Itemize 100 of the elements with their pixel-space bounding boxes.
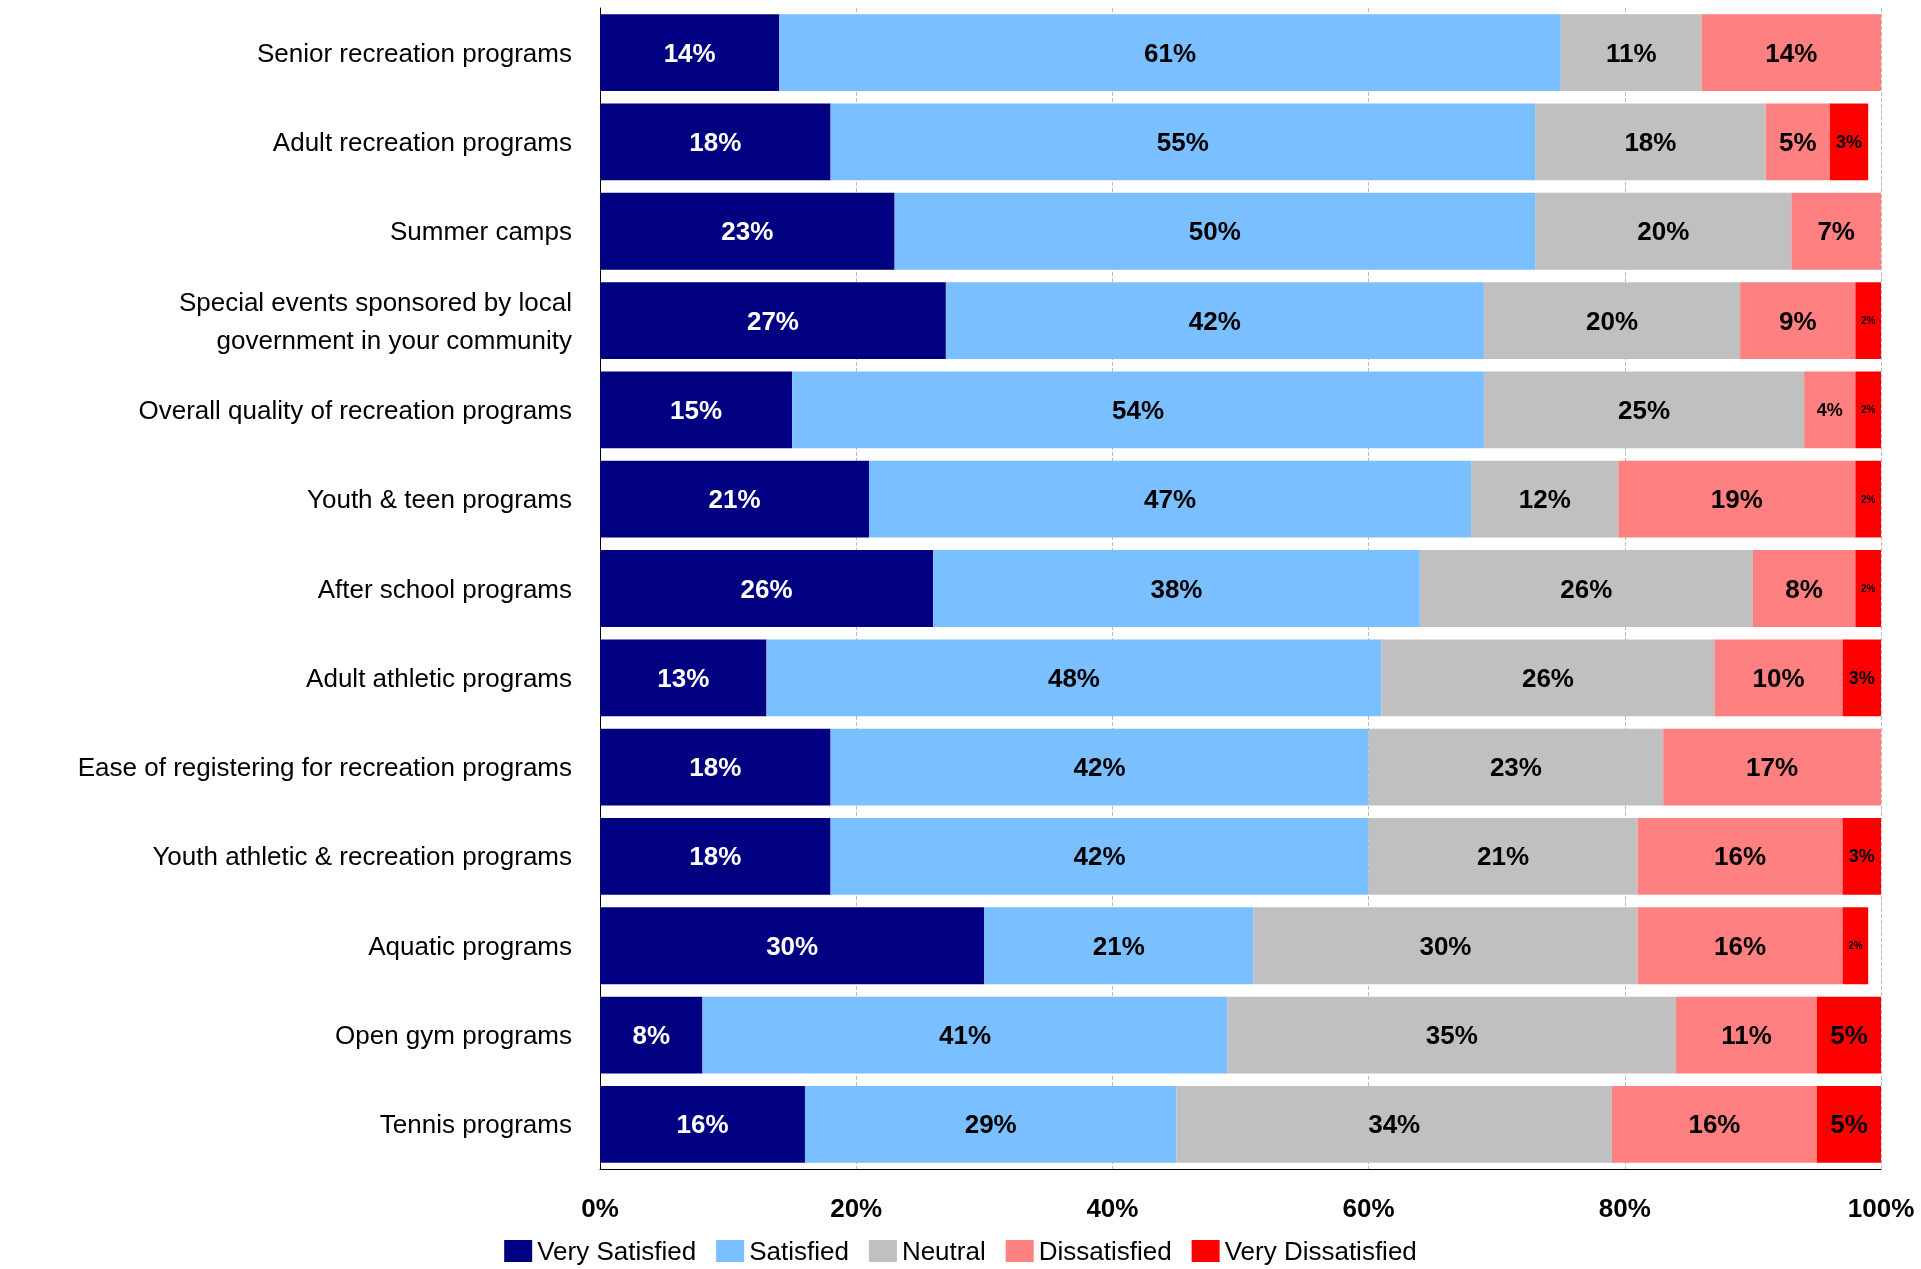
data-label: 2%	[1860, 315, 1876, 327]
data-label: 61%	[1144, 37, 1197, 68]
bar	[1804, 371, 1856, 449]
data-label: 5%	[1830, 1109, 1868, 1140]
bar	[600, 371, 793, 449]
data-label: 18%	[689, 126, 742, 157]
bar	[1676, 996, 1817, 1074]
data-label: 38%	[1150, 573, 1203, 604]
x-tick-label: 40%	[1086, 1193, 1139, 1223]
y-tick-label: Youth athletic & recreation programs	[152, 841, 572, 872]
data-label: 21%	[1092, 930, 1145, 961]
data-label: 3%	[1848, 667, 1875, 688]
data-label: 11%	[1721, 1020, 1772, 1051]
bar	[600, 728, 831, 806]
data-label: 25%	[1617, 394, 1671, 425]
x-tick-label: 60%	[1342, 1193, 1395, 1223]
data-label: 18%	[689, 841, 742, 872]
x-tick-label: 80%	[1598, 1193, 1651, 1223]
y-tick-label: Ease of registering for recreation programs	[77, 752, 572, 783]
data-label: 27%	[746, 305, 799, 336]
data-label: 3%	[1835, 131, 1862, 152]
bar	[1535, 103, 1766, 181]
bar	[600, 14, 780, 92]
y-tick-label: Aquatic programs	[368, 930, 572, 961]
data-label: 8%	[1785, 573, 1823, 604]
bar	[600, 103, 831, 181]
y-tick-label: Summer camps	[389, 216, 572, 247]
data-label: 13%	[657, 662, 710, 693]
data-label: 26%	[1560, 573, 1613, 604]
data-label: 42%	[1188, 305, 1241, 336]
bar	[1855, 550, 1881, 627]
bar	[830, 818, 1369, 895]
data-label: 8%	[632, 1020, 671, 1051]
data-label: 3%	[1848, 846, 1875, 867]
x-tick-label: 0%	[581, 1193, 619, 1223]
bar	[1842, 907, 1869, 985]
bar	[1855, 282, 1881, 359]
y-tick-label: Special events sponsored by local government in your community	[178, 286, 572, 355]
y-tick-label: Adult athletic programs	[306, 662, 572, 693]
data-label: 7%	[1817, 216, 1855, 247]
data-label: 18%	[1624, 126, 1677, 157]
bar	[1701, 14, 1881, 92]
x-tick-label: 100%	[1847, 1193, 1915, 1223]
bar	[804, 1085, 1177, 1163]
data-label: 5%	[1830, 1020, 1868, 1051]
bar	[600, 907, 985, 985]
bar	[600, 282, 946, 359]
bar	[1765, 103, 1830, 181]
bar	[830, 103, 1536, 181]
bar	[945, 282, 1484, 359]
data-label: 5%	[1778, 126, 1817, 157]
data-label: 20%	[1637, 216, 1690, 247]
data-label: 29%	[964, 1109, 1017, 1140]
data-label: 17%	[1746, 752, 1799, 783]
y-tick-label: Open gym programs	[335, 1020, 572, 1051]
data-label: 34%	[1368, 1109, 1421, 1140]
bar	[779, 14, 1561, 92]
data-label: 16%	[1688, 1109, 1741, 1140]
bar	[933, 550, 1420, 627]
data-label: 10%	[1752, 662, 1805, 693]
bar	[1471, 460, 1619, 538]
data-label: 2%	[1860, 493, 1876, 505]
legend-label: Dissatisfied	[1038, 1236, 1172, 1266]
data-label: 16%	[1714, 841, 1767, 872]
bar	[1611, 1085, 1817, 1163]
data-label: 4%	[1816, 399, 1843, 420]
data-label: 15%	[670, 394, 723, 425]
data-label: 14%	[1765, 37, 1818, 68]
bar	[984, 907, 1254, 985]
legend-label: Satisfied	[749, 1236, 849, 1266]
bar	[1637, 907, 1843, 985]
data-label: 42%	[1073, 752, 1126, 783]
bar	[600, 996, 703, 1074]
data-label: 50%	[1188, 216, 1241, 247]
data-label: 11%	[1605, 37, 1657, 68]
y-tick-label: Tennis programs	[379, 1109, 572, 1140]
bar	[792, 371, 1484, 449]
bar	[1829, 103, 1869, 181]
y-tick-label: Senior recreation programs	[256, 37, 572, 68]
data-label: 20%	[1585, 305, 1639, 336]
data-label: 26%	[1521, 662, 1574, 693]
bar	[1855, 460, 1881, 538]
bar	[830, 728, 1369, 806]
bar	[1714, 639, 1843, 717]
data-label: 19%	[1710, 484, 1763, 515]
bar	[600, 639, 767, 717]
data-label: 9%	[1778, 305, 1817, 336]
bar	[766, 639, 1382, 717]
bar	[600, 460, 870, 538]
bar	[600, 818, 831, 895]
legend-label: Very Satisfied	[537, 1236, 697, 1266]
bar	[1842, 639, 1881, 717]
bar	[600, 1085, 805, 1163]
legend-label: Neutral	[901, 1236, 986, 1266]
data-label: 16%	[676, 1109, 729, 1140]
bar	[1816, 996, 1881, 1074]
y-tick-label: Youth & teen programs	[307, 484, 572, 515]
bar	[600, 192, 895, 270]
bar	[1740, 282, 1856, 359]
y-tick-label: Adult recreation programs	[272, 126, 572, 157]
